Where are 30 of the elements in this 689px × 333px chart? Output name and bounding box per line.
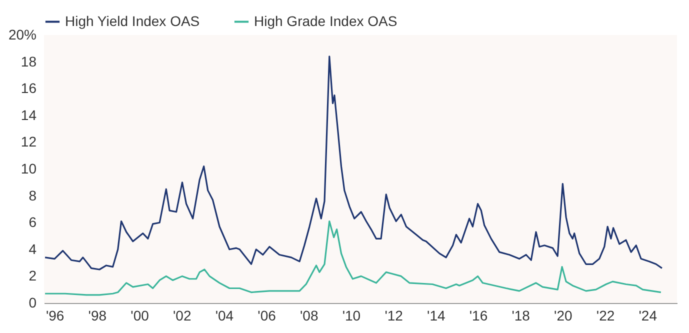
x-tick-label: '18 bbox=[512, 308, 530, 324]
y-tick-label: 10 bbox=[20, 160, 37, 176]
line-series bbox=[44, 56, 663, 270]
x-tick-label: '06 bbox=[258, 308, 276, 324]
y-tick-label: 2 bbox=[28, 268, 37, 284]
y-tick-label: 16 bbox=[20, 80, 37, 96]
x-tick-label: '12 bbox=[384, 308, 404, 324]
y-tick-label: 12 bbox=[20, 134, 37, 150]
y-tick-label: 8 bbox=[28, 187, 37, 204]
y-tick-label: 20% bbox=[8, 26, 36, 42]
x-tick-label: '10 bbox=[342, 308, 361, 324]
legend-label: High Yield Index OAS bbox=[65, 12, 200, 29]
x-tick-label: '24 bbox=[638, 308, 658, 324]
x-tick-label: '96 bbox=[46, 308, 64, 324]
x-tick-label: '08 bbox=[300, 308, 318, 324]
y-tick-label: 6 bbox=[28, 214, 37, 230]
x-tick-label: '98 bbox=[88, 308, 107, 324]
legend-label: High Grade Index OAS bbox=[254, 12, 398, 29]
x-tick-label: '14 bbox=[427, 308, 446, 324]
line-series bbox=[44, 220, 662, 296]
x-tick-label: '16 bbox=[469, 308, 488, 324]
x-tick-label: '22 bbox=[596, 308, 615, 324]
x-tick-label: '04 bbox=[215, 308, 234, 324]
x-tick-label: '20 bbox=[554, 308, 573, 324]
y-tick-label: 14 bbox=[20, 106, 37, 123]
y-tick-label: 4 bbox=[28, 240, 37, 257]
y-tick-label: 18 bbox=[20, 53, 37, 70]
y-tick-label: 0 bbox=[28, 294, 37, 310]
x-tick-label: '02 bbox=[172, 308, 192, 324]
x-tick-label: '00 bbox=[130, 308, 150, 324]
